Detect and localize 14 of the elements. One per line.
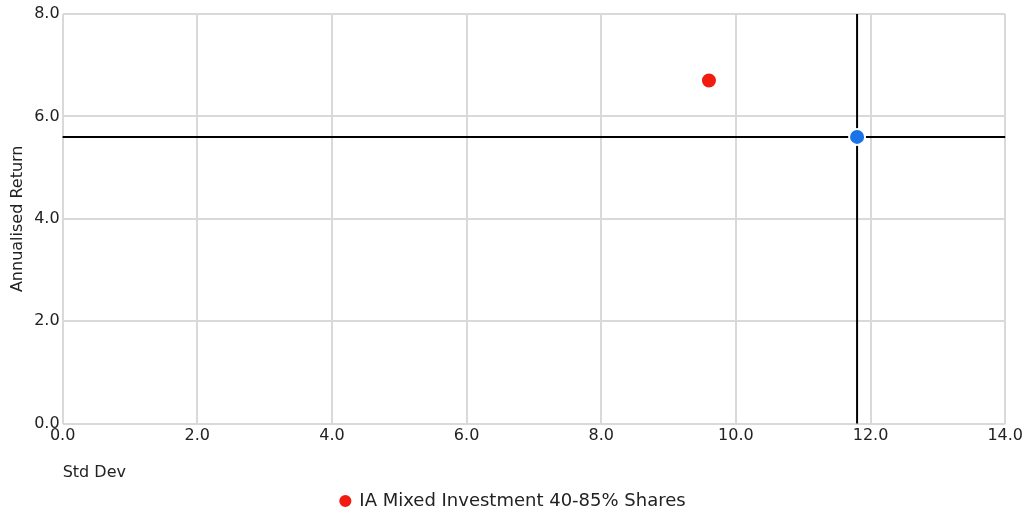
y-tick-label: 8.0 bbox=[34, 3, 60, 23]
x-tick-label: 6.0 bbox=[453, 425, 480, 445]
x-tick-label: 8.0 bbox=[588, 425, 614, 445]
y-tick-label: 2.0 bbox=[34, 310, 60, 330]
x-tick-label: 14.0 bbox=[987, 425, 1023, 445]
y-tick-label: 6.0 bbox=[34, 105, 60, 125]
x-tick-label: 2.0 bbox=[184, 425, 211, 445]
x-tick-label: 12.0 bbox=[852, 425, 889, 445]
x-tick-label: 4.0 bbox=[319, 425, 345, 445]
y-axis-title: Annualised Return bbox=[6, 145, 26, 293]
x-tick-label: 10.0 bbox=[718, 425, 754, 445]
y-tick-label: 4.0 bbox=[34, 207, 60, 227]
legend-label: IA Mixed Investment 40-85% Shares bbox=[359, 488, 686, 510]
x-axis-title: Std Dev bbox=[62, 461, 126, 481]
